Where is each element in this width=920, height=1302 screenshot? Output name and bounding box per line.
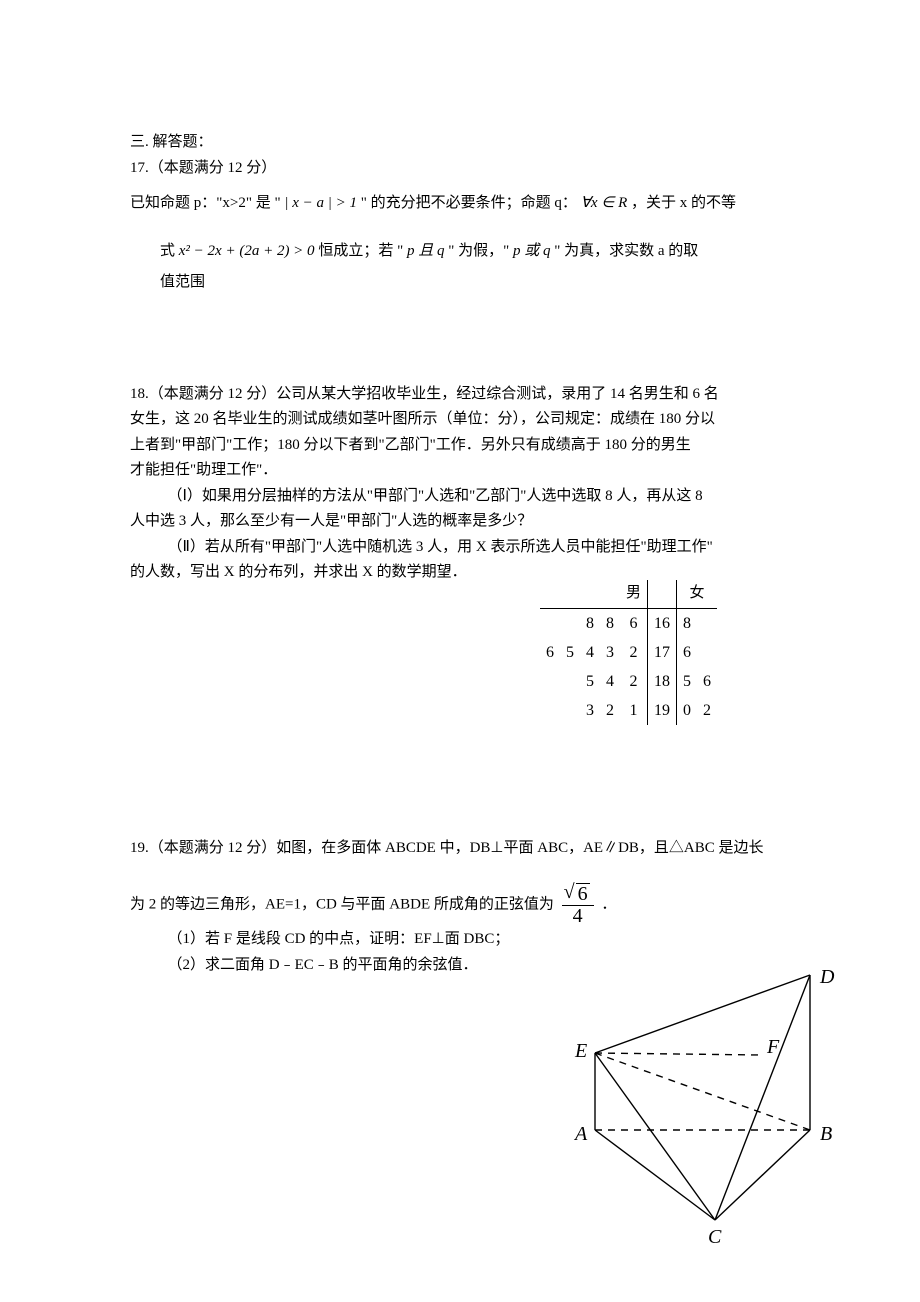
geometry-label-C: C — [708, 1226, 722, 1248]
geometry-figure: A B C D E F — [560, 965, 850, 1255]
geometry-svg: A B C D E F — [560, 965, 850, 1255]
q19-part1: （1）若 F 是线段 CD 的中点，证明：EF⊥面 DBC； — [130, 927, 790, 953]
stemleaf-left-cell — [560, 696, 580, 725]
q17-line1: 已知命题 p："x>2" 是 " | x − a | > 1 " 的充分把不必要… — [130, 191, 790, 217]
stemleaf-stem: 17 — [648, 638, 677, 667]
geometry-label-B: B — [820, 1123, 832, 1145]
geometry-label-F: F — [766, 1036, 780, 1058]
q17-pq1: p 且 q — [407, 243, 445, 259]
q18-part2a: （Ⅱ）若从所有"甲部门"人选中随机选 3 人，用 X 表示所选人员中能担任"助理… — [130, 535, 790, 561]
stemleaf-left-cell: 6 — [620, 608, 648, 638]
stemleaf-left-cell — [560, 667, 580, 696]
stemleaf-left-cell — [540, 608, 560, 638]
q18-line3: 上者到"甲部门"工作；180 分以下者到"乙部门"工作．另外只有成绩高于 180… — [130, 433, 790, 459]
stemleaf-left-cell: 2 — [600, 696, 620, 725]
stemleaf-left-cell — [560, 608, 580, 638]
stemleaf-right-cell: 0 — [677, 696, 698, 725]
stemleaf-stem: 16 — [648, 608, 677, 638]
q19-l2b: ． — [601, 896, 616, 912]
stemleaf-right-cell: 5 — [677, 667, 698, 696]
stemleaf-right-cell: 2 — [697, 696, 717, 725]
q18-part1b: 人中选 3 人，那么至少有一人是"甲部门"人选的概率是多少？ — [130, 509, 790, 535]
stemleaf-left-cell: 2 — [620, 667, 648, 696]
q17-pq2: p 或 q — [513, 243, 551, 259]
q19-line1: 19.（本题满分 12 分）如图，在多面体 ABCDE 中，DB⊥平面 ABC，… — [130, 836, 790, 862]
q17-l1b: " 的充分把不必要条件；命题 q： — [361, 195, 577, 211]
stemleaf-left-cell: 8 — [580, 608, 600, 638]
stemleaf-left-cell: 4 — [600, 667, 620, 696]
stemleaf-right-cell: 6 — [677, 638, 698, 667]
stemleaf-left-cell: 5 — [560, 638, 580, 667]
geometry-label-D: D — [819, 966, 835, 988]
q17-l2c: " 为假，" — [448, 243, 513, 259]
geometry-label-E: E — [574, 1040, 587, 1062]
q19-frac: 6 4 — [562, 883, 594, 927]
stemleaf-right-cell — [697, 608, 717, 638]
stemleaf-right-cell — [697, 638, 717, 667]
stem-leaf-table: 男女8861686543217654218563211902 — [540, 580, 717, 725]
stemleaf-header-female: 女 — [677, 580, 718, 608]
stemleaf-left-cell: 3 — [580, 696, 600, 725]
stemleaf-left-cell: 5 — [580, 667, 600, 696]
stemleaf-left-cell: 2 — [620, 638, 648, 667]
stemleaf-left-cell: 4 — [580, 638, 600, 667]
q18-line2: 女生，这 20 名毕业生的测试成绩如茎叶图所示（单位：分），公司规定：成绩在 1… — [130, 407, 790, 433]
stemleaf-left-cell: 8 — [600, 608, 620, 638]
q19-frac-num: 6 — [576, 883, 590, 905]
q18-line4: 才能担任"助理工作"． — [130, 458, 790, 484]
q17-header: 17.（本题满分 12 分） — [130, 156, 790, 182]
q17-forall: ∀x ∈ R — [581, 195, 628, 211]
stemleaf-stem: 18 — [648, 667, 677, 696]
geometry-label-A: A — [573, 1123, 588, 1145]
stemleaf-left-cell: 3 — [600, 638, 620, 667]
stemleaf-stem: 19 — [648, 696, 677, 725]
q19-frac-den: 4 — [562, 906, 594, 927]
q17-expr2: x² − 2x + (2a + 2) > 0 — [179, 243, 315, 259]
q17-l2a: 式 — [160, 243, 179, 259]
q17-l1c: ，关于 x 的不等 — [631, 195, 736, 211]
stem-leaf-figure: 男女8861686543217654218563211902 — [540, 580, 717, 725]
stemleaf-left-cell — [540, 667, 560, 696]
section-heading: 三. 解答题： — [130, 130, 790, 156]
q18-part1a: （Ⅰ）如果用分层抽样的方法从"甲部门"人选和"乙部门"人选中选取 8 人，再从这… — [130, 484, 790, 510]
q17-line2: 式 x² − 2x + (2a + 2) > 0 恒成立；若 " p 且 q "… — [130, 239, 790, 265]
stemleaf-header-male: 男 — [620, 580, 648, 608]
stemleaf-right-cell: 8 — [677, 608, 698, 638]
stemleaf-left-cell — [540, 696, 560, 725]
q18-line1: 18.（本题满分 12 分）公司从某大学招收毕业生，经过综合测试，录用了 14 … — [130, 382, 790, 408]
q17-l1a: 已知命题 p："x>2" 是 " — [130, 195, 281, 211]
stemleaf-left-cell: 6 — [540, 638, 560, 667]
q19-l2a: 为 2 的等边三角形，AE=1，CD 与平面 ABDE 所成角的正弦值为 — [130, 896, 554, 912]
q17-l2b: 恒成立；若 " — [318, 243, 407, 259]
q17-l2d: " 为真，求实数 a 的取 — [554, 243, 698, 259]
q17-line3: 值范围 — [130, 270, 790, 296]
stemleaf-left-cell: 1 — [620, 696, 648, 725]
q17-expr1: | x − a | > 1 — [284, 195, 357, 211]
q19-line2: 为 2 的等边三角形，AE=1，CD 与平面 ABDE 所成角的正弦值为 6 4… — [130, 883, 790, 927]
stemleaf-right-cell: 6 — [697, 667, 717, 696]
q17-expr2-txt: x² − 2x + (2a + 2) > 0 — [179, 243, 315, 259]
